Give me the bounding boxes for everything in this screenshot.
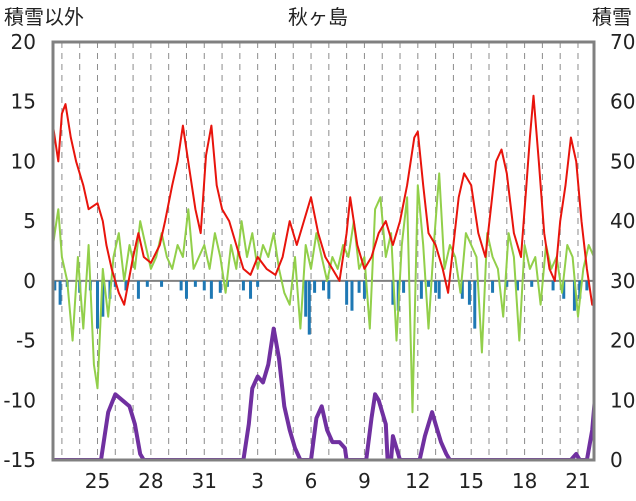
left-tick-label: 0 bbox=[23, 269, 36, 293]
precipitation-bar bbox=[572, 280, 576, 311]
precipitation-bar bbox=[357, 280, 361, 293]
precipitation-bar bbox=[585, 280, 589, 291]
right-tick-label: 20 bbox=[610, 329, 635, 353]
precipitation-bar bbox=[345, 280, 349, 305]
left-tick-label: 10 bbox=[11, 149, 36, 173]
temperature-series bbox=[53, 94, 594, 306]
precipitation-bar bbox=[95, 280, 99, 329]
precipitation-bar bbox=[160, 280, 164, 287]
precipitation-bar bbox=[473, 280, 477, 329]
right-tick-label: 60 bbox=[610, 90, 635, 114]
series-layer bbox=[53, 94, 594, 460]
precipitation-bar bbox=[202, 280, 206, 291]
precipitation-bar bbox=[578, 280, 582, 299]
precipitation-bar bbox=[327, 280, 331, 299]
left-tick-label: -10 bbox=[3, 388, 36, 412]
left-axis-title: 積雪以外 bbox=[4, 5, 84, 29]
left-tick-label: -5 bbox=[16, 329, 36, 353]
precipitation-bar bbox=[505, 280, 509, 287]
precipitation-bar bbox=[391, 280, 395, 305]
precipitation-bar bbox=[304, 280, 308, 317]
precipitation-bar bbox=[322, 280, 325, 291]
precipitation-bar bbox=[434, 280, 438, 293]
temperature-line bbox=[53, 94, 594, 306]
right-tick-label: 30 bbox=[610, 269, 635, 293]
precipitation-bar bbox=[467, 280, 471, 305]
precipitation-bar bbox=[53, 280, 57, 291]
right-tick-label: 40 bbox=[610, 209, 635, 233]
precipitation-bar bbox=[58, 280, 62, 305]
right-tick-label: 70 bbox=[610, 30, 635, 54]
precipitation-bar bbox=[179, 280, 183, 291]
right-tick-label: 10 bbox=[610, 388, 635, 412]
wind-series bbox=[53, 172, 594, 414]
precipitation-bar bbox=[184, 280, 188, 299]
wind-line bbox=[53, 172, 594, 414]
precipitation-bar bbox=[209, 280, 213, 299]
precipitation-bar bbox=[101, 280, 105, 317]
precipitation-bar bbox=[124, 280, 128, 291]
x-tick-label: 18 bbox=[512, 469, 537, 493]
left-tick-label: 15 bbox=[11, 90, 36, 114]
left-tick-label: 20 bbox=[11, 30, 36, 54]
x-tick-label: 21 bbox=[565, 469, 590, 493]
precipitation-bar bbox=[530, 280, 534, 287]
precipitation-bar bbox=[515, 280, 519, 291]
precipitation-bar bbox=[551, 280, 555, 291]
precipitation-bar bbox=[426, 280, 430, 287]
precipitation-bar bbox=[313, 280, 317, 293]
snow_depth-series bbox=[53, 326, 594, 460]
x-tick-label: 31 bbox=[192, 469, 217, 493]
x-tick-label: 15 bbox=[458, 469, 483, 493]
precipitation-bar bbox=[136, 280, 140, 299]
precipitation-bar bbox=[256, 280, 260, 287]
left-axis: 20 15 10 5 0 -5 -10 -15 bbox=[3, 30, 36, 472]
snow_depth-line bbox=[53, 326, 594, 460]
right-axis: 70 60 50 40 30 20 10 0 bbox=[610, 30, 635, 472]
plot-frame bbox=[51, 40, 596, 462]
right-axis-title: 積雪 bbox=[592, 5, 632, 29]
chart-title: 秋ヶ島 bbox=[288, 5, 348, 29]
precipitation-bar bbox=[241, 280, 245, 291]
precipitation-bar bbox=[402, 280, 406, 293]
right-tick-label: 0 bbox=[610, 448, 623, 472]
precipitation-bar bbox=[350, 280, 354, 311]
precipitation-bar bbox=[249, 280, 253, 299]
precipitation-bar bbox=[362, 280, 366, 299]
precipitation-bar bbox=[419, 280, 423, 299]
precipitation-bar bbox=[145, 280, 149, 287]
precipitation-bar bbox=[460, 280, 464, 299]
precipitation-bar bbox=[218, 280, 222, 293]
precipitation-series bbox=[53, 280, 589, 335]
x-tick-label: 12 bbox=[405, 469, 430, 493]
precipitation-bar bbox=[562, 280, 566, 299]
x-tick-label: 3 bbox=[251, 469, 264, 493]
left-tick-label: -15 bbox=[3, 448, 36, 472]
precipitation-bar bbox=[491, 280, 495, 293]
x-tick-label: 28 bbox=[138, 469, 163, 493]
precipitation-bar bbox=[437, 280, 441, 299]
precipitation-bar bbox=[307, 280, 311, 335]
x-tick-label: 6 bbox=[305, 469, 318, 493]
x-tick-label: 25 bbox=[85, 469, 110, 493]
precipitation-bar bbox=[193, 280, 197, 287]
left-tick-label: 5 bbox=[23, 209, 36, 233]
x-axis: 25 28 31 3 6 9 12 15 18 21 bbox=[85, 469, 591, 493]
right-tick-label: 50 bbox=[610, 149, 635, 173]
x-tick-label: 9 bbox=[358, 469, 371, 493]
